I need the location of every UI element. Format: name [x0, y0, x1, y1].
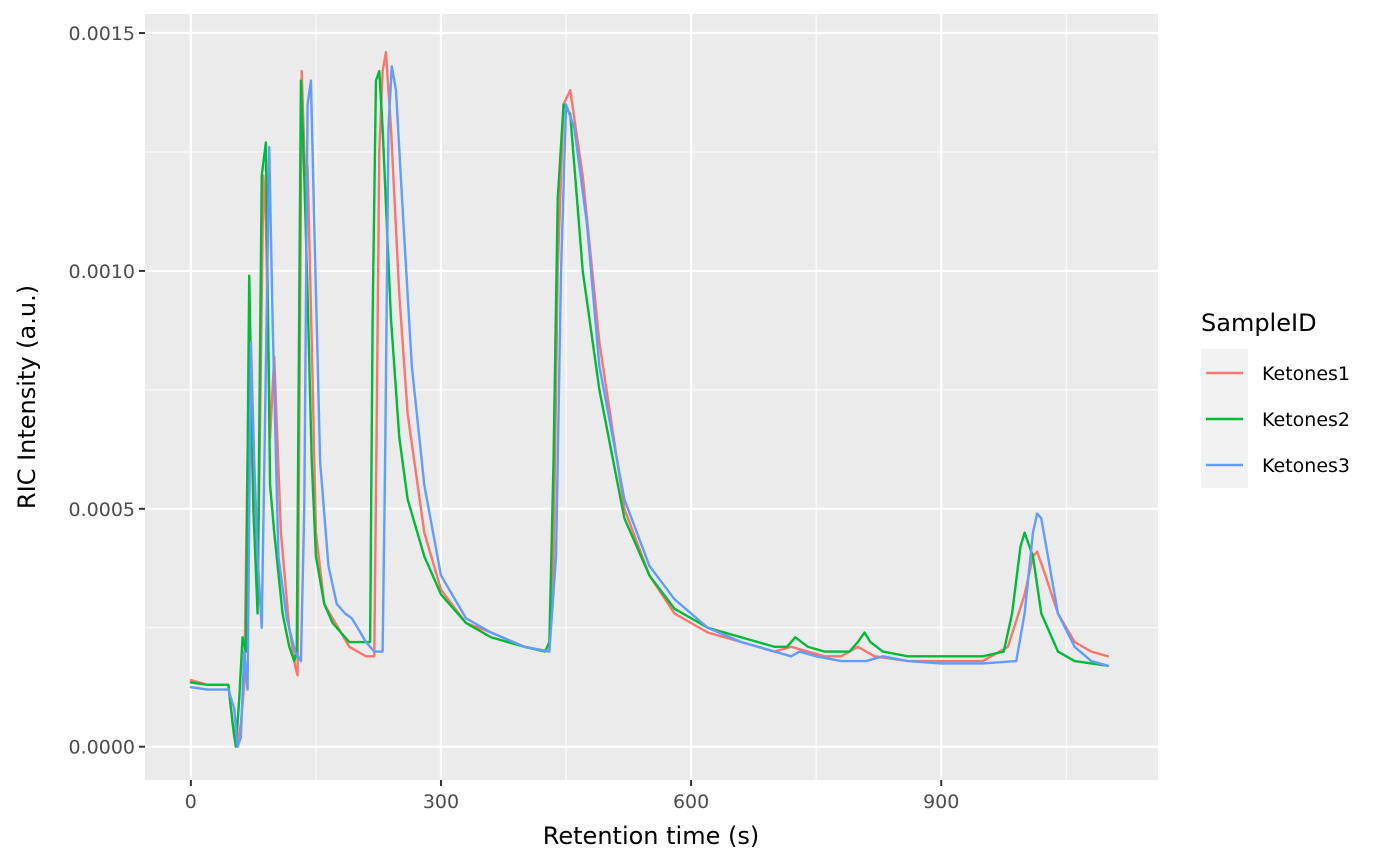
y-tick-label: 0.0010 [69, 261, 135, 283]
legend-label-ketones1: Ketones1 [1262, 363, 1350, 385]
x-tick-label: 900 [923, 791, 959, 813]
y-tick-label: 0.0000 [69, 737, 135, 759]
grid-major [145, 14, 1158, 780]
series-line-ketones3 [189, 65, 1110, 748]
legend-label-ketones3: Ketones3 [1262, 455, 1350, 477]
y-tick-label: 0.0005 [69, 499, 135, 521]
y-axis-title: RIC Intensity (a.u.) [13, 285, 41, 509]
series-lines [189, 50, 1110, 748]
legend-label-ketones2: Ketones2 [1262, 409, 1350, 431]
x-axis: 0 300 600 900 [185, 780, 959, 813]
legend-items: Ketones1 Ketones2 Ketones3 [1206, 363, 1350, 477]
series-line-ketones1 [189, 50, 1110, 748]
legend-title: SampleID [1201, 309, 1317, 337]
legend: SampleID Ketones1 Ketones2 Ketones3 [1201, 309, 1350, 488]
series-line-ketones2 [189, 69, 1110, 748]
x-tick-label: 0 [185, 791, 197, 813]
x-tick-label: 600 [673, 791, 709, 813]
y-tick-label: 0.0015 [69, 23, 135, 45]
x-axis-title: Retention time (s) [543, 822, 759, 850]
x-tick-label: 300 [423, 791, 459, 813]
y-axis: 0.0000 0.0005 0.0010 0.0015 [69, 23, 145, 759]
